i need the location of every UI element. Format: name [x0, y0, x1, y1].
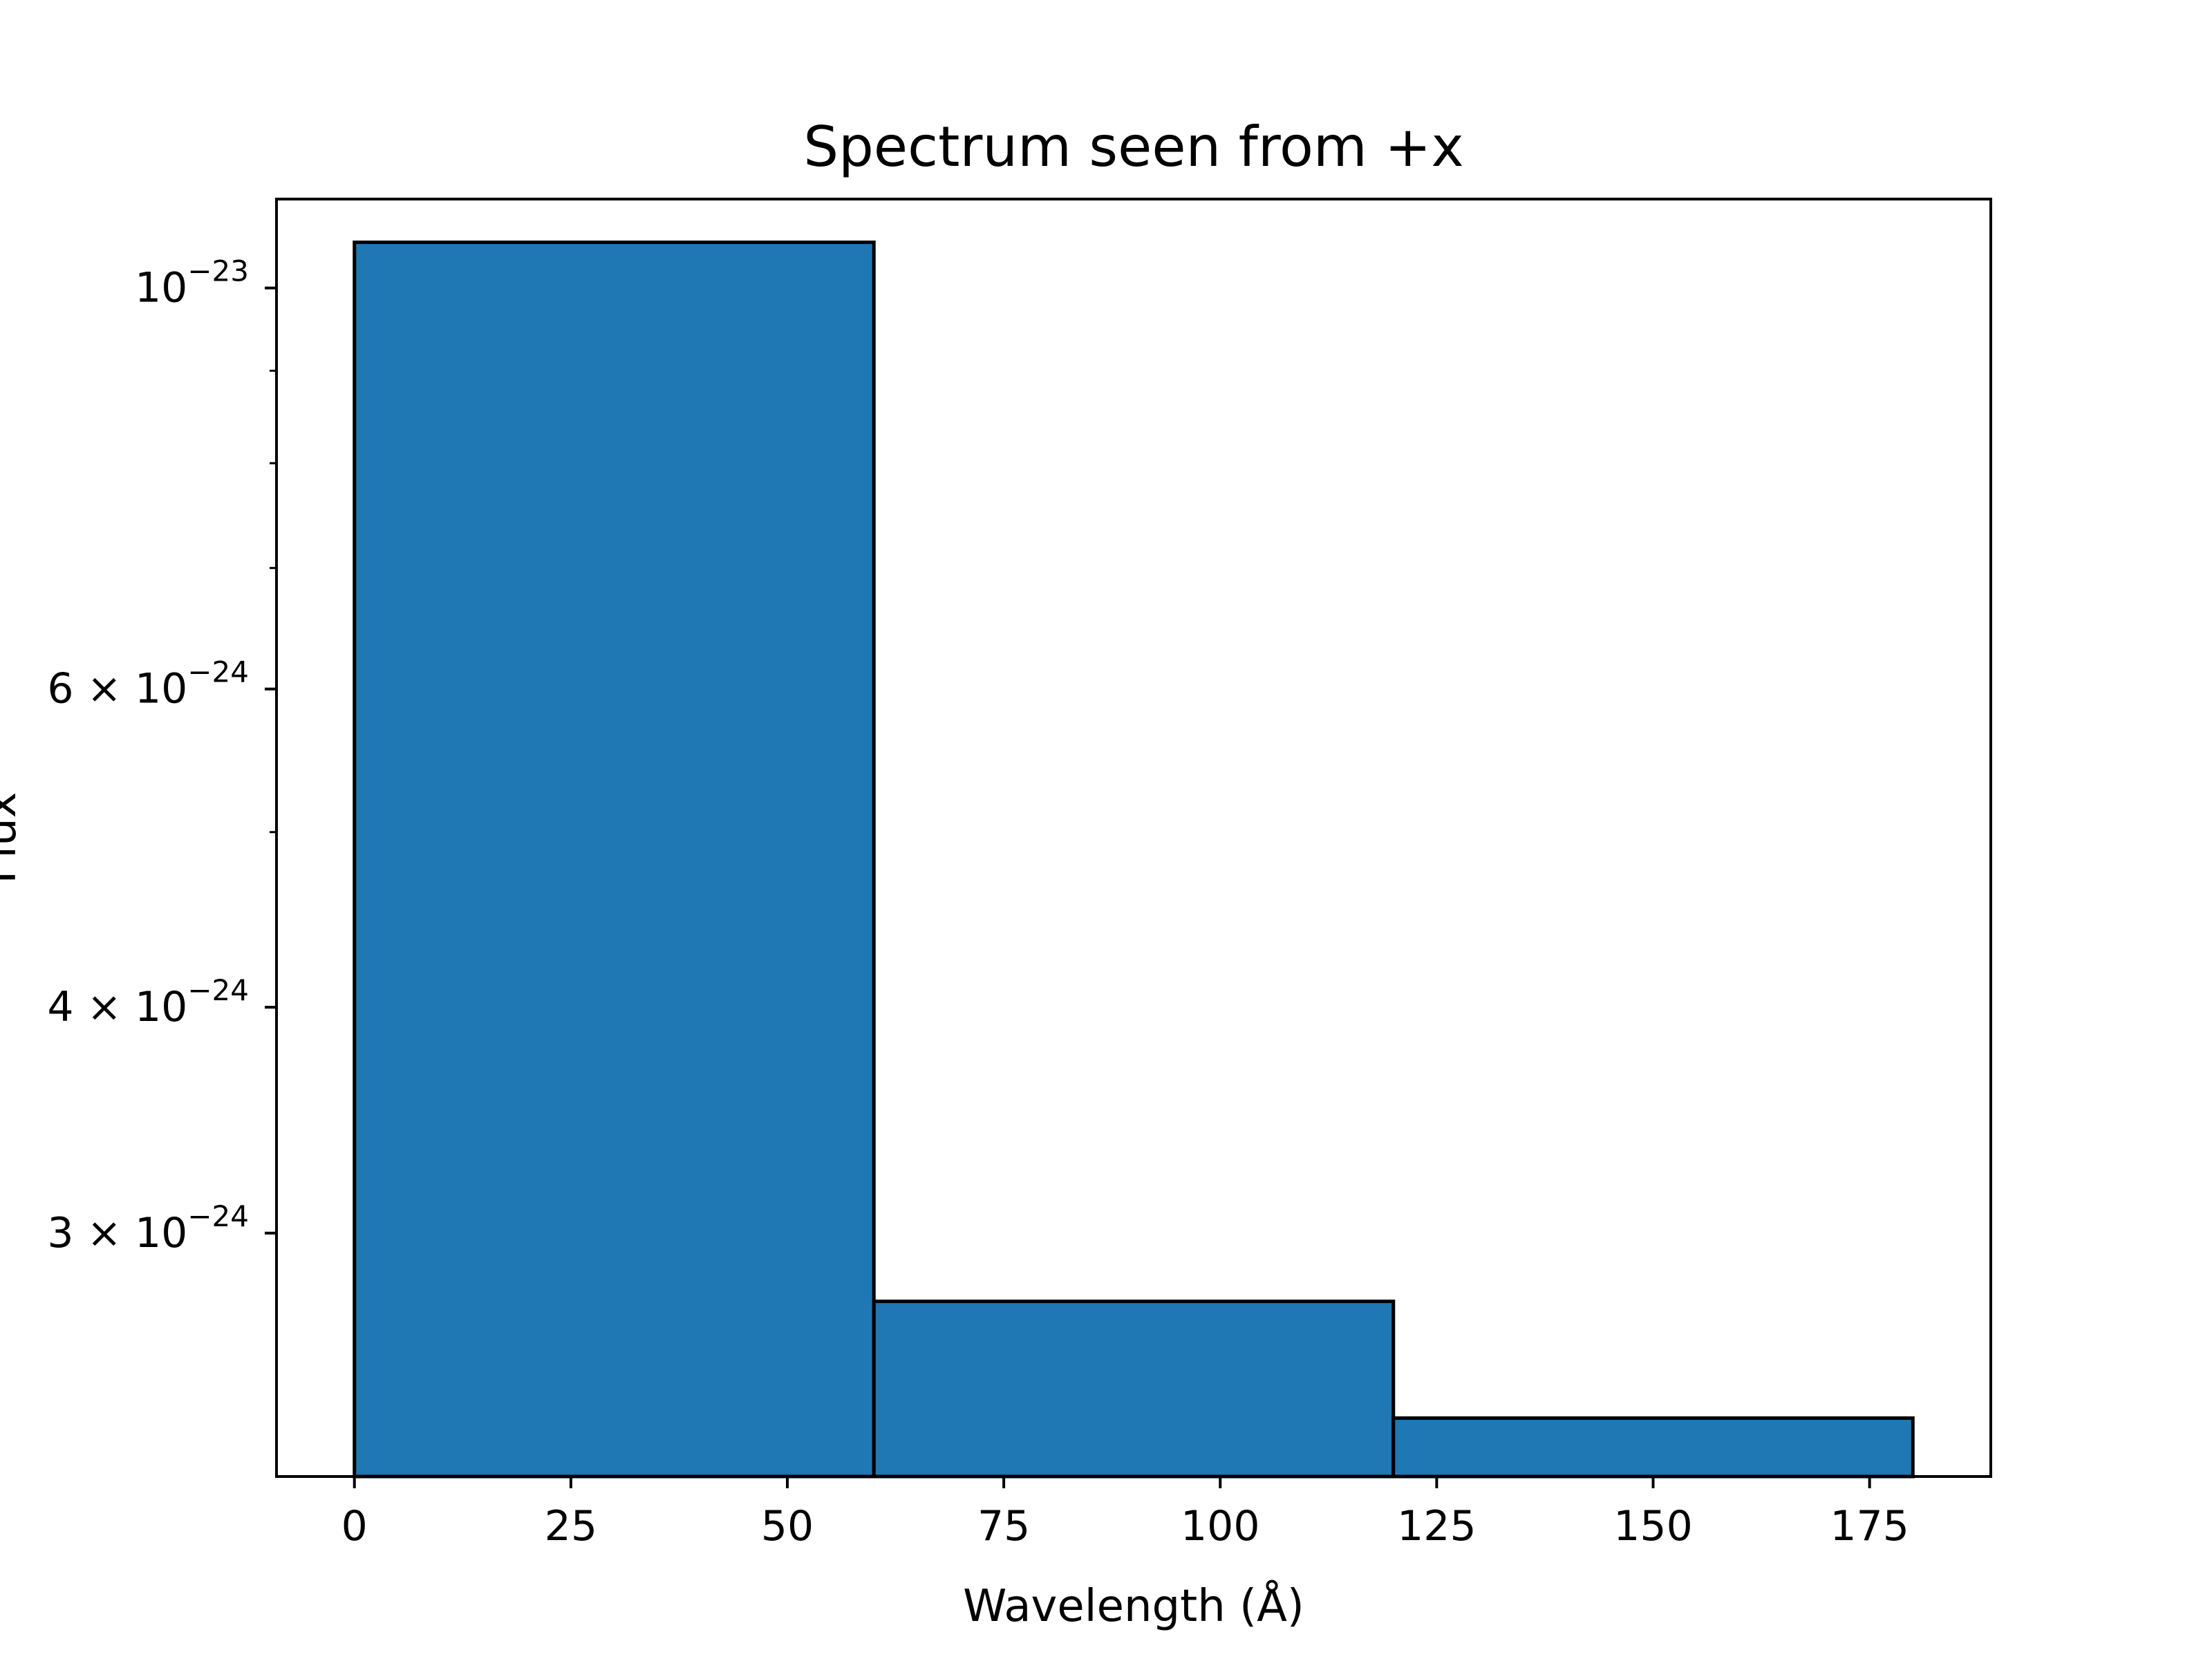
y-tick-label: 3 × 10−24	[47, 1199, 249, 1257]
plot-frame	[275, 198, 1992, 1478]
y-tick-base: 10	[135, 983, 187, 1031]
x-tick-label: 50	[761, 1502, 814, 1550]
y-tick-mantissa: 3 ×	[47, 1209, 135, 1257]
x-tick-label: 75	[977, 1502, 1030, 1550]
y-tick-exponent: −24	[187, 1199, 249, 1233]
y-tick-base: 10	[135, 264, 187, 312]
y-axis-label: Flux	[0, 791, 26, 883]
x-tick-label: 0	[341, 1502, 368, 1550]
chart-title: Spectrum seen from +x	[803, 115, 1463, 179]
y-tick-exponent: −24	[187, 655, 249, 689]
x-tick-label: 100	[1181, 1502, 1260, 1550]
y-tick-exponent: −24	[187, 973, 249, 1007]
x-axis: 0 25 50 75 100 125 150 175	[341, 1477, 1909, 1550]
x-tick-label: 150	[1613, 1502, 1693, 1550]
y-tick-base: 10	[135, 1209, 187, 1257]
y-tick-label: 4 × 10−24	[47, 973, 249, 1031]
x-tick-label: 125	[1397, 1502, 1477, 1550]
bar-3	[1391, 1416, 1915, 1479]
x-tick-label: 25	[545, 1502, 597, 1550]
y-tick-label: 10−23	[135, 254, 249, 312]
y-tick-mantissa: 4 ×	[47, 983, 135, 1031]
y-tick-label: 6 × 10−24	[47, 655, 249, 713]
x-axis-label: Wavelength (Å)	[963, 1580, 1304, 1632]
y-tick-exponent: −23	[187, 254, 249, 288]
bar-2	[872, 1300, 1396, 1479]
y-tick-mantissa: 6 ×	[47, 665, 135, 713]
y-tick-base: 10	[135, 665, 187, 713]
y-axis: 10−236 × 10−244 × 10−243 × 10−24	[47, 254, 276, 1257]
bar-1	[353, 241, 876, 1479]
x-tick-label: 175	[1830, 1502, 1909, 1550]
bars-group	[353, 241, 1915, 1479]
